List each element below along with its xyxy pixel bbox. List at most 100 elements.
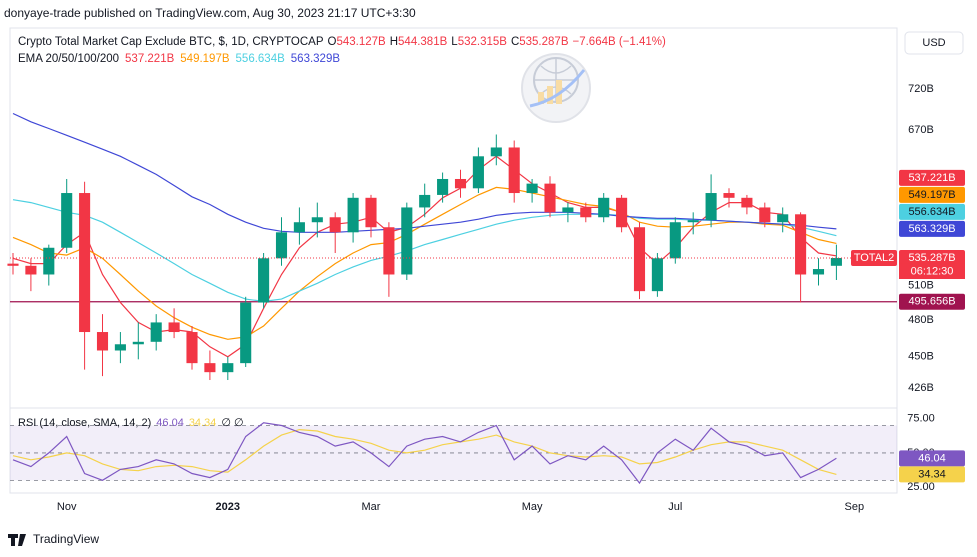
ohlc-key: C: [511, 36, 519, 48]
rsi-legend-extra: ∅ ∅: [221, 417, 243, 429]
candle-body: [490, 147, 502, 157]
price-legend: Crypto Total Market Cap Exclude BTC, $, …: [18, 36, 666, 48]
support-tag: 495.656B: [908, 296, 955, 308]
legend-title: Crypto Total Market Cap Exclude BTC, $, …: [18, 36, 324, 48]
rsi-line: [12, 422, 837, 485]
candle-body: [365, 197, 377, 228]
candle-body: [79, 193, 91, 333]
candle-body: [240, 302, 252, 364]
ema-line: [12, 112, 837, 233]
symbol-tag-box: [851, 249, 897, 266]
candle-body: [723, 193, 735, 198]
indicator-value: 549.197B: [180, 53, 230, 65]
rsi-tick-label: 25.00: [907, 481, 935, 493]
footer-logo-mark: [8, 534, 26, 546]
y-tick-label: 450B: [908, 351, 934, 363]
currency-label[interactable]: USD: [922, 37, 945, 49]
candle-body: [830, 257, 842, 266]
currency-button-box[interactable]: [904, 31, 964, 55]
candle-body: [293, 222, 305, 233]
y-tick-label: 510B: [908, 279, 934, 291]
ema-value-tag: 563.329B: [908, 223, 955, 235]
rsi-line: [12, 428, 837, 475]
ema-line: [12, 199, 837, 303]
rsi-legend-value: 46.04: [156, 417, 184, 429]
rsi-value-tag-box: [899, 450, 965, 467]
candle-body: [132, 341, 144, 345]
ema-value-tag: 549.197B: [908, 189, 955, 201]
ohlc-value: 532.315B: [458, 36, 508, 48]
ohlc-value: 535.287B: [519, 36, 569, 48]
candle-body: [258, 258, 270, 303]
ema-value-tag: 537.221B: [908, 172, 955, 184]
candle-body: [43, 247, 55, 275]
rsi-value-tag-box: [899, 466, 965, 483]
candle-body: [687, 220, 699, 223]
candle-body: [508, 147, 520, 194]
indicator-value: 563.329B: [291, 53, 341, 65]
footer-logo: TradingView: [8, 532, 99, 546]
candle-body: [186, 332, 198, 364]
watermark-logo: [521, 53, 591, 123]
candle-body: [812, 269, 825, 275]
rsi-legend-title: RSI (14, close, SMA, 14, 2): [18, 417, 151, 429]
countdown-box: [899, 263, 965, 279]
rsi-pane: [9, 407, 898, 494]
candle-body: [651, 258, 663, 292]
y-tick-label: 480B: [908, 314, 934, 326]
candle-body: [114, 344, 126, 351]
x-tick-label: Mar: [362, 501, 381, 513]
ema-value-tag-box: [899, 220, 965, 237]
y-tick-label: 426B: [908, 382, 934, 394]
candle-body: [544, 183, 556, 213]
candle-body: [472, 156, 484, 189]
change: −7.664B (−1.41%): [573, 36, 667, 48]
candle-body: [204, 363, 216, 373]
ohlc-key: H: [390, 36, 398, 48]
candle-body: [759, 207, 771, 223]
support-tag-box: [899, 293, 965, 310]
candle-body: [383, 227, 395, 275]
candle-body: [616, 197, 628, 228]
x-tick-label: 2023: [216, 501, 240, 513]
candle-body: [437, 178, 449, 195]
ema-value-tag-box: [899, 169, 965, 186]
candle-body: [598, 197, 610, 218]
candle-body: [61, 193, 73, 248]
ohlc-key: O: [328, 36, 337, 48]
candle-body: [580, 207, 592, 218]
candle-body: [25, 265, 37, 275]
indicator-value: 537.221B: [125, 53, 175, 65]
indicator-value: 556.634B: [236, 53, 286, 65]
footer-brand: TradingView: [33, 532, 99, 546]
ema-value-tag: 556.634B: [908, 206, 955, 218]
candle-body: [96, 332, 109, 351]
ema-value-tag-box: [899, 203, 965, 220]
candle-body: [347, 197, 359, 233]
rsi-legend-value: 34.34: [189, 417, 217, 429]
x-tick-label: Sep: [845, 501, 865, 513]
countdown: 06:12:30: [911, 265, 954, 277]
y-tick-label: 720B: [908, 83, 934, 95]
candle-body: [633, 227, 646, 292]
candle-body: [562, 207, 574, 213]
candle-body: [329, 217, 341, 233]
rsi-legend: RSI (14, close, SMA, 14, 2) 46.04 34.34 ∅ ∅: [18, 417, 244, 429]
candle-body: [150, 322, 162, 342]
symbol-tag: TOTAL2: [854, 252, 895, 264]
last-price-tag: 535.287B: [908, 252, 955, 264]
x-tick-label: May: [522, 501, 543, 513]
indicator-name: EMA 20/50/100/200: [18, 53, 119, 65]
last-price-tag-box: [899, 249, 965, 266]
rsi-value-tag: 46.04: [918, 452, 946, 464]
x-tick-label: Jul: [668, 501, 682, 513]
ohlc-key: L: [451, 36, 458, 48]
candle-body: [795, 214, 807, 275]
candle-body: [526, 183, 538, 194]
price-pane: [9, 27, 898, 409]
candle-body: [311, 217, 323, 223]
rsi-tick-label: 75.00: [907, 413, 935, 425]
currency-button[interactable]: USD: [904, 31, 964, 55]
candle-body: [669, 222, 681, 259]
